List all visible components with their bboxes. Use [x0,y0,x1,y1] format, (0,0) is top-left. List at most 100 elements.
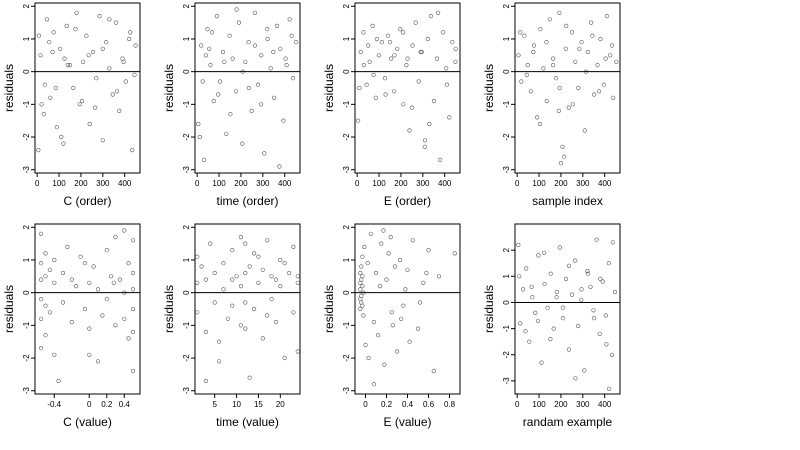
data-point [360,274,365,279]
data-point [381,228,386,233]
data-point [247,375,252,380]
data-point [610,240,615,245]
data-point [384,277,389,282]
x-tick-label: 0.4 [402,400,414,409]
data-point [547,17,552,22]
data-point [262,151,267,156]
data-point [386,251,391,256]
x-tick-label: 300 [256,179,270,188]
data-point [41,112,46,117]
data-point [278,46,283,51]
data-point [410,43,415,48]
data-point [431,98,437,104]
x-axis-title: time (order) [216,194,278,208]
x-tick-label: 200 [554,179,568,188]
data-point [548,337,553,342]
data-point [404,62,409,68]
y-tick-label: 1 [22,257,31,262]
data-point [205,27,210,32]
x-tick-label: 0.6 [423,400,435,409]
y-tick-label: -2 [182,133,191,141]
data-point [585,49,590,55]
x-tick-label: 300 [96,179,110,188]
data-point [398,257,403,263]
data-point [104,248,109,253]
y-axis-title: residuals [2,285,16,333]
data-point [569,30,575,35]
data-point [126,261,131,266]
data-point [265,313,270,318]
data-point [77,102,82,107]
data-point [283,56,288,61]
data-point [84,33,89,38]
data-point [259,53,264,58]
data-point [104,297,109,302]
data-point [38,297,44,302]
data-point [595,62,600,68]
data-point [517,274,522,279]
plot-frame [514,2,621,174]
y-tick-label: 0 [342,290,351,295]
data-point [100,46,105,51]
x-tick-label: 300 [576,400,590,409]
data-point [228,112,233,117]
data-point [601,82,606,87]
data-point [550,56,556,61]
data-point [524,72,529,77]
x-tick-label: 15 [254,400,263,409]
data-point [217,339,222,344]
panel-2: 0 100 200 300 400 -3 -2 -1 0 1 2 time (order) residu… [162,2,301,208]
data-point [130,270,136,276]
panel-4: 0 100 200 300 400 -3 -2 -1 0 1 2 sample index residu… [482,2,621,208]
x-tick-label: 400 [438,179,452,188]
y-tick-label: -1 [182,321,191,329]
data-point [208,241,213,246]
data-point [588,20,594,25]
data-point [54,125,60,130]
plot-frame [34,2,141,174]
data-point [563,276,569,282]
y-tick-label: -1 [502,100,511,108]
data-point [44,17,50,22]
data-point [535,318,541,323]
data-point [47,40,52,45]
data-point [367,59,372,64]
data-point [256,254,261,259]
data-point [103,40,109,45]
data-point [87,352,92,357]
data-point [110,92,115,97]
data-point [87,280,92,285]
y-tick-label: -3 [182,166,191,174]
data-point [291,244,296,249]
data-point [95,359,101,364]
data-point [289,33,294,38]
data-point [438,157,443,162]
data-point [195,280,200,285]
data-point [108,274,114,279]
data-point [197,134,202,140]
x-axis-title: randam example [523,415,613,429]
data-point [126,336,131,341]
data-point [200,79,205,84]
x-tick-label: 0 [355,179,360,188]
data-point [557,85,562,91]
data-point [86,53,91,58]
data-point [74,10,79,15]
data-point [73,284,79,289]
data-point [431,369,436,374]
data-point [203,277,208,282]
data-point [291,310,296,315]
data-point [56,378,61,384]
data-point [284,62,289,68]
data-point [360,303,365,308]
x-tick-label: 400 [278,179,292,188]
data-point [603,56,608,61]
data-point [36,33,42,38]
data-point [268,66,273,71]
data-point [243,241,248,246]
y-tick-label: 0 [342,69,351,74]
data-point [79,98,85,104]
data-point [94,76,99,81]
data-point [390,323,395,328]
x-axis-title: E (order) [384,194,431,208]
